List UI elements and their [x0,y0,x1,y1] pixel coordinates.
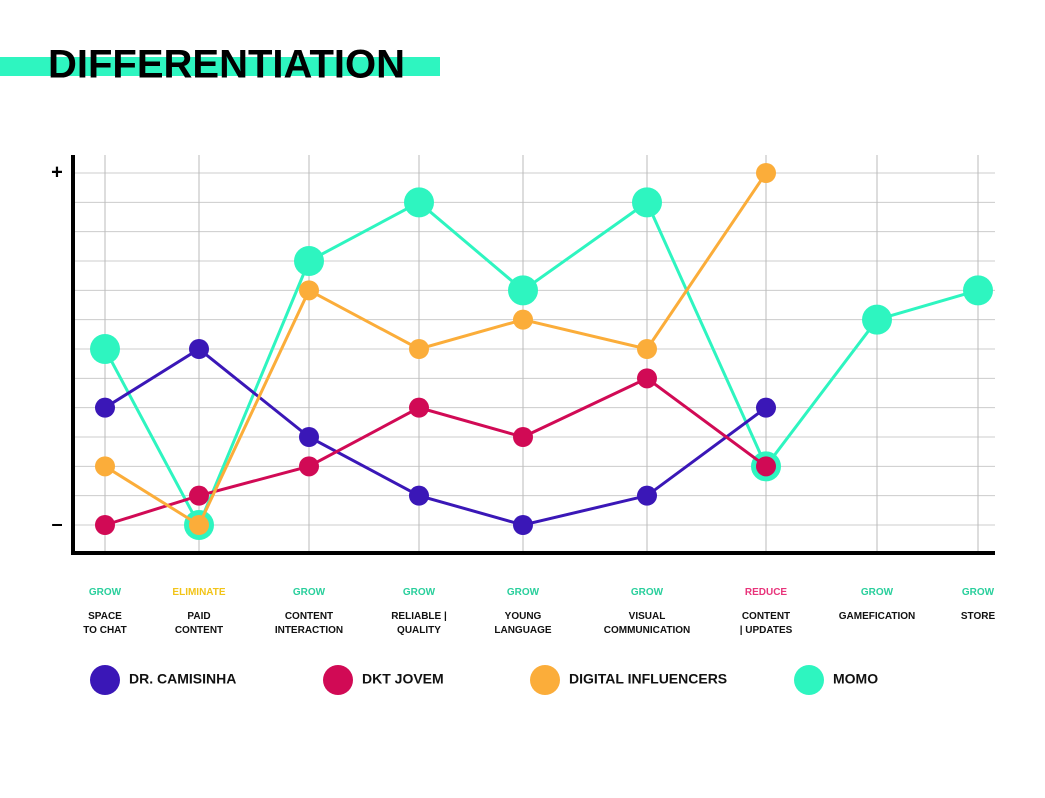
data-point [299,280,319,301]
data-point [299,456,319,477]
y-tick-label: – [51,513,62,535]
data-point [756,456,776,477]
data-point [632,187,662,218]
x-tick-label: PAID CONTENT [174,611,224,636]
action-label: GROW [860,587,894,598]
data-point [95,397,115,418]
data-point [95,515,115,535]
action-label: GROW [402,587,436,598]
title-bar [0,57,440,76]
data-point [404,187,434,218]
x-tick-label: SPACE TO CHAT [83,611,127,636]
data-point [963,275,993,306]
data-point [513,309,533,330]
legend-label: MOMO [833,671,878,687]
data-point [637,339,657,359]
x-tick-label: STORE [960,611,996,622]
action-label: GROW [630,587,664,598]
chart-title: DIFFERENTIATION [48,43,405,87]
legend-label: DIGITAL INFLUENCERS [569,671,727,687]
data-point [756,397,776,418]
data-point [294,246,324,276]
x-tick-label: CONTENT | UPDATES [739,611,793,636]
action-label: ELIMINATE [172,587,226,598]
data-point [862,304,892,335]
series-line [103,200,979,529]
data-point [189,339,209,359]
data-point [189,515,209,535]
legend-label: DR. CAMISINHA [129,671,236,687]
action-label: GROW [506,587,540,598]
data-point [189,485,209,506]
legend-label: DKT JOVEM [362,671,444,687]
data-point [409,339,429,359]
legend-swatch [323,665,353,695]
data-point [409,397,429,418]
x-tick-label: YOUNG LANGUAGE [494,611,552,636]
data-point [513,427,533,447]
x-tick-label: CONTENT INTERACTION [274,611,344,636]
data-point [508,275,538,306]
data-point [513,515,533,535]
x-tick-label: RELIABLE | QUALITY [391,611,447,636]
y-tick-label: + [51,161,63,183]
legend-swatch [530,665,560,695]
legend-swatch [794,665,824,695]
data-point [637,485,657,506]
action-label: GROW [292,587,326,598]
action-label: GROW [961,587,995,598]
data-point [409,485,429,506]
action-label: GROW [88,587,122,598]
x-tick-label: VISUAL COMMUNICATION [603,611,691,636]
x-tick-label: GAMEFICATION [838,611,916,622]
data-point [299,427,319,447]
data-point [637,368,657,389]
data-point [756,163,776,183]
data-point [90,334,120,364]
data-point [95,456,115,477]
legend-swatch [90,665,120,695]
action-label: REDUCE [744,587,788,598]
